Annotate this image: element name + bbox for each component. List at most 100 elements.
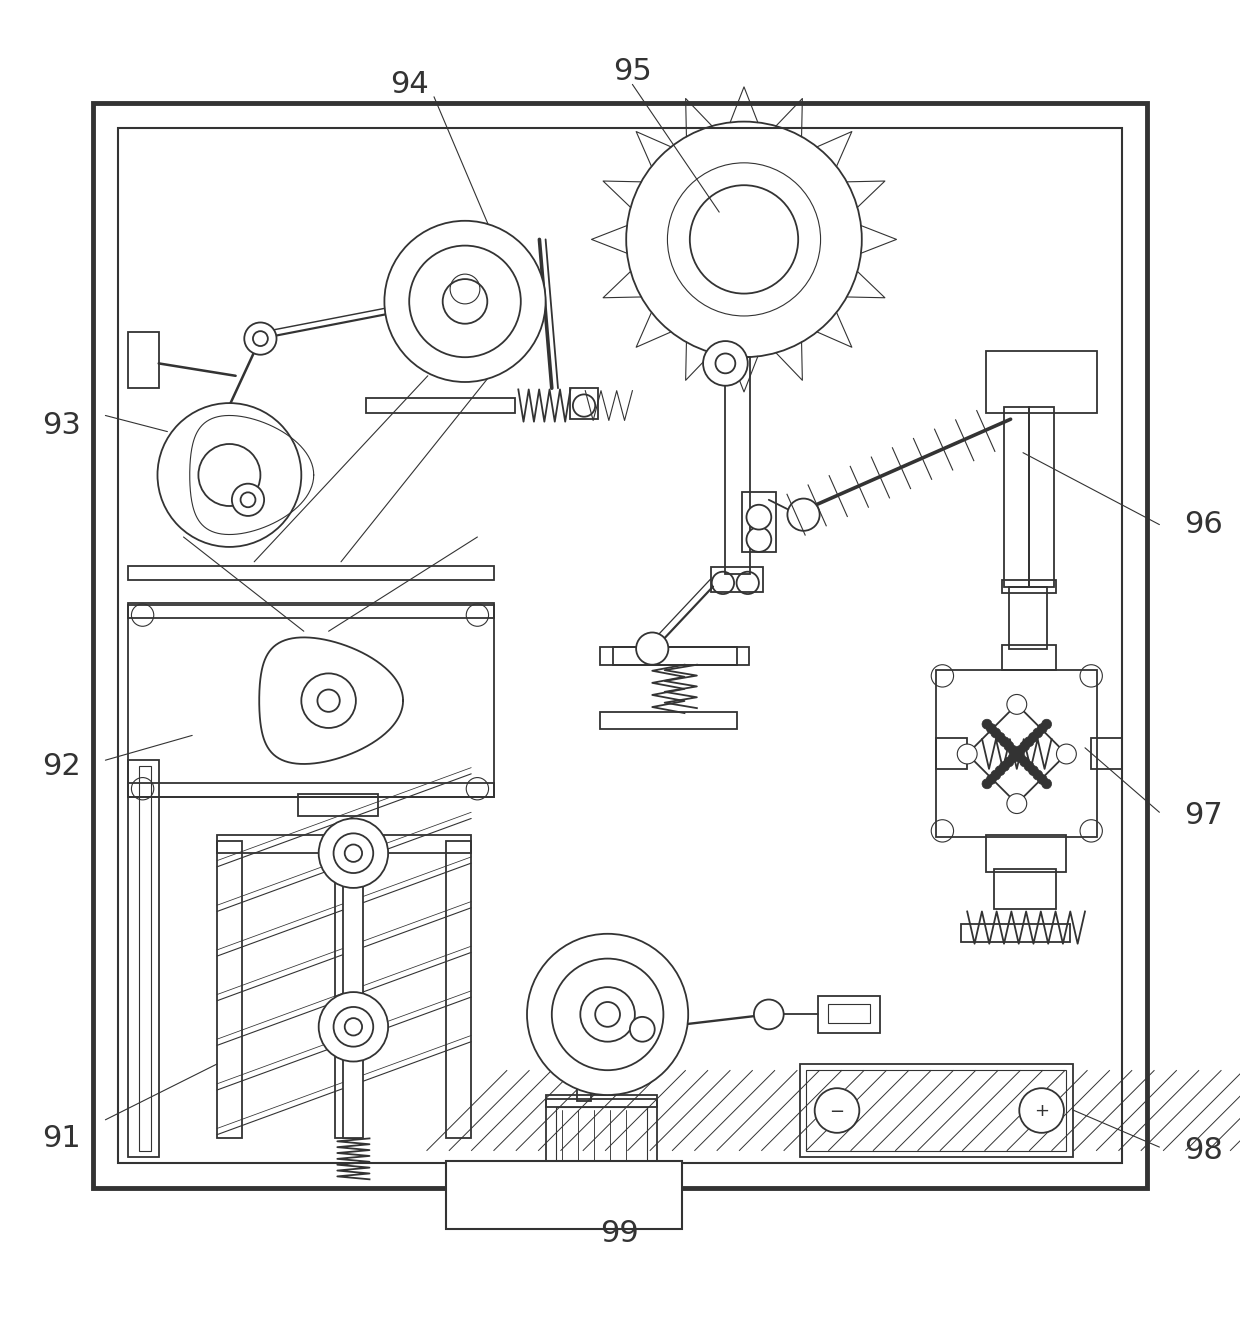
Circle shape	[527, 933, 688, 1095]
Circle shape	[1038, 775, 1048, 784]
Bar	[1091, 738, 1122, 769]
Circle shape	[1016, 752, 1025, 763]
Bar	[725, 357, 750, 574]
Circle shape	[991, 771, 1001, 780]
Circle shape	[815, 1088, 859, 1133]
Circle shape	[986, 775, 996, 784]
Bar	[986, 352, 1097, 412]
Text: 97: 97	[1184, 801, 1223, 830]
Text: $-$: $-$	[830, 1101, 844, 1120]
Bar	[986, 834, 1066, 871]
Bar	[961, 924, 1070, 943]
Text: 92: 92	[42, 752, 81, 781]
Bar	[128, 605, 494, 797]
Circle shape	[982, 719, 992, 730]
Circle shape	[157, 403, 301, 547]
Bar	[93, 103, 1147, 1188]
Bar	[570, 389, 598, 419]
Circle shape	[1008, 746, 1018, 755]
Text: 95: 95	[613, 57, 652, 86]
Circle shape	[787, 498, 820, 531]
Bar	[742, 492, 776, 551]
Text: 98: 98	[1184, 1137, 1223, 1165]
Text: 99: 99	[600, 1219, 640, 1248]
Circle shape	[1042, 779, 1052, 789]
Circle shape	[996, 732, 1006, 742]
Bar	[613, 648, 749, 665]
Text: 96: 96	[1184, 510, 1223, 539]
Circle shape	[636, 632, 668, 665]
Circle shape	[1019, 1088, 1064, 1133]
Circle shape	[991, 728, 1001, 738]
Bar	[217, 834, 471, 853]
Circle shape	[1038, 723, 1048, 734]
Bar	[600, 648, 737, 665]
Bar	[298, 793, 378, 816]
Circle shape	[1033, 771, 1043, 780]
Bar	[139, 767, 151, 1150]
Circle shape	[746, 527, 771, 551]
Circle shape	[986, 723, 996, 734]
Circle shape	[1033, 728, 1043, 738]
Circle shape	[1007, 694, 1027, 714]
Bar	[711, 567, 763, 591]
Text: 93: 93	[42, 411, 81, 440]
Circle shape	[746, 505, 771, 530]
Circle shape	[1024, 761, 1034, 771]
Circle shape	[996, 765, 1006, 776]
Circle shape	[1019, 742, 1029, 751]
Text: $+$: $+$	[1034, 1101, 1049, 1120]
Bar	[446, 1161, 682, 1229]
Circle shape	[999, 736, 1009, 747]
Circle shape	[1008, 752, 1018, 763]
Bar	[828, 1005, 870, 1023]
Bar	[343, 834, 363, 1138]
Bar	[335, 841, 360, 1138]
Circle shape	[1028, 765, 1038, 776]
Bar	[556, 1108, 647, 1171]
Bar	[118, 128, 1122, 1163]
Bar	[128, 783, 494, 797]
Circle shape	[1042, 719, 1052, 730]
Circle shape	[1004, 742, 1014, 751]
Bar	[1009, 587, 1047, 649]
Bar	[1004, 407, 1029, 587]
Circle shape	[244, 323, 277, 354]
Bar	[600, 711, 737, 730]
Bar	[366, 398, 515, 412]
Bar	[128, 332, 159, 389]
Circle shape	[1016, 746, 1025, 755]
Circle shape	[754, 999, 784, 1030]
Circle shape	[957, 744, 977, 764]
Bar	[936, 738, 967, 769]
Bar	[217, 841, 242, 1138]
Bar	[446, 841, 471, 1138]
Circle shape	[1019, 758, 1029, 767]
Bar	[128, 760, 159, 1157]
Circle shape	[384, 221, 546, 382]
Bar	[936, 670, 1097, 837]
Bar	[128, 566, 494, 580]
Circle shape	[319, 992, 388, 1062]
Circle shape	[999, 761, 1009, 771]
Bar	[577, 1051, 591, 1101]
Bar	[128, 603, 494, 617]
Circle shape	[232, 484, 264, 516]
Circle shape	[982, 779, 992, 789]
Circle shape	[1056, 744, 1076, 764]
Bar	[1002, 645, 1056, 670]
Bar	[546, 1095, 657, 1108]
Text: 94: 94	[389, 70, 429, 99]
Bar	[800, 1064, 1073, 1157]
Bar	[806, 1071, 1066, 1150]
Bar	[546, 1099, 657, 1179]
Bar	[994, 870, 1056, 910]
Circle shape	[703, 341, 748, 386]
Circle shape	[1024, 736, 1034, 747]
Bar	[1002, 580, 1056, 592]
Circle shape	[1004, 758, 1014, 767]
Circle shape	[319, 818, 388, 888]
Text: 91: 91	[42, 1124, 81, 1153]
Circle shape	[1028, 732, 1038, 742]
Bar	[1029, 407, 1054, 587]
